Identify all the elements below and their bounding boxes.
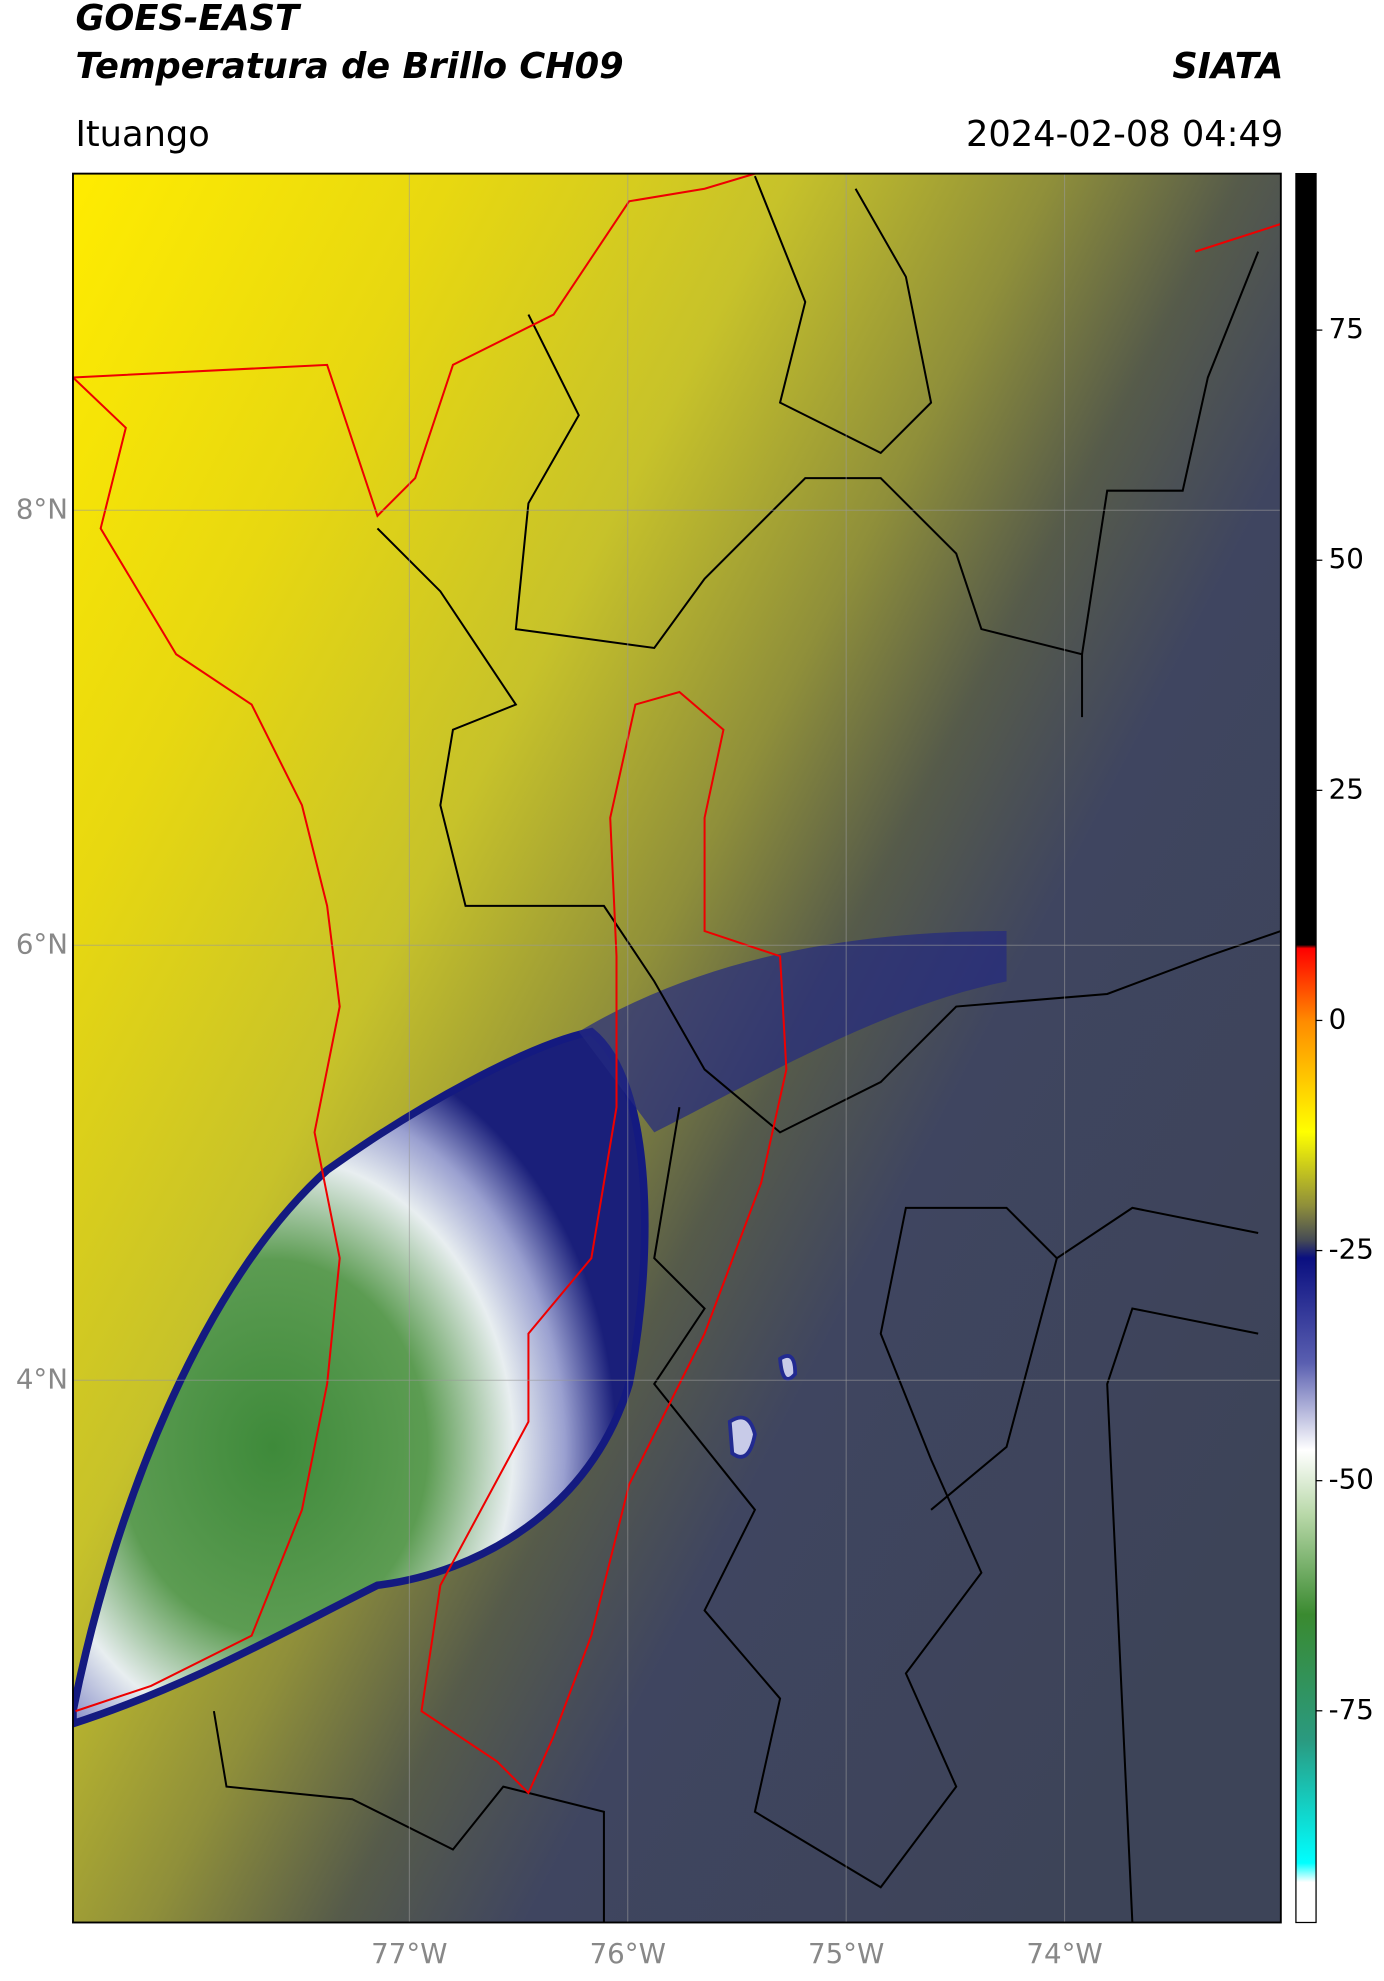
y-tick-label: 8°N — [16, 492, 68, 525]
cloud-band — [578, 931, 1007, 1133]
x-tick-label: 77°W — [371, 1937, 447, 1970]
y-tick-label: 4°N — [16, 1362, 68, 1395]
region: Ituango — [75, 114, 209, 155]
ticks: 77°W 76°W 75°W 74°W 8°N 6°N 4°N 75 50 25 0 -25 -50 -7… — [16, 312, 1374, 1970]
colorbar-tick-label: 75 — [1329, 312, 1364, 345]
cloud-top — [72, 1027, 649, 1728]
map-area — [72, 173, 1281, 1923]
subtitle: Temperatura de Brillo CH09 — [75, 46, 623, 87]
x-tick-label: 76°W — [590, 1937, 666, 1970]
x-tick-label: 75°W — [808, 1937, 884, 1970]
colorbar-tick-label: 50 — [1329, 542, 1364, 575]
coastline-and-basin — [72, 173, 1281, 1795]
title: GOES-EAST — [75, 0, 302, 39]
borders — [212, 175, 1281, 1923]
brand: SIATA — [1172, 46, 1283, 87]
x-tick-label: 74°W — [1026, 1937, 1102, 1970]
y-tick-label: 6°N — [16, 927, 68, 960]
colorbar-tick-label: -25 — [1329, 1233, 1374, 1266]
colorbar-tick-label: -75 — [1329, 1693, 1374, 1726]
timestamp: 2024-02-08 04:49 — [966, 114, 1283, 155]
map-frame — [72, 172, 1282, 1924]
grid — [72, 173, 1281, 1923]
colorbar-tick-label: 0 — [1329, 1002, 1347, 1035]
colorbar-tick-label: -50 — [1329, 1463, 1374, 1496]
cloud-cells — [727, 1354, 798, 1459]
colorbar-tick-label: 25 — [1329, 772, 1364, 805]
colorbar — [1295, 172, 1317, 1924]
